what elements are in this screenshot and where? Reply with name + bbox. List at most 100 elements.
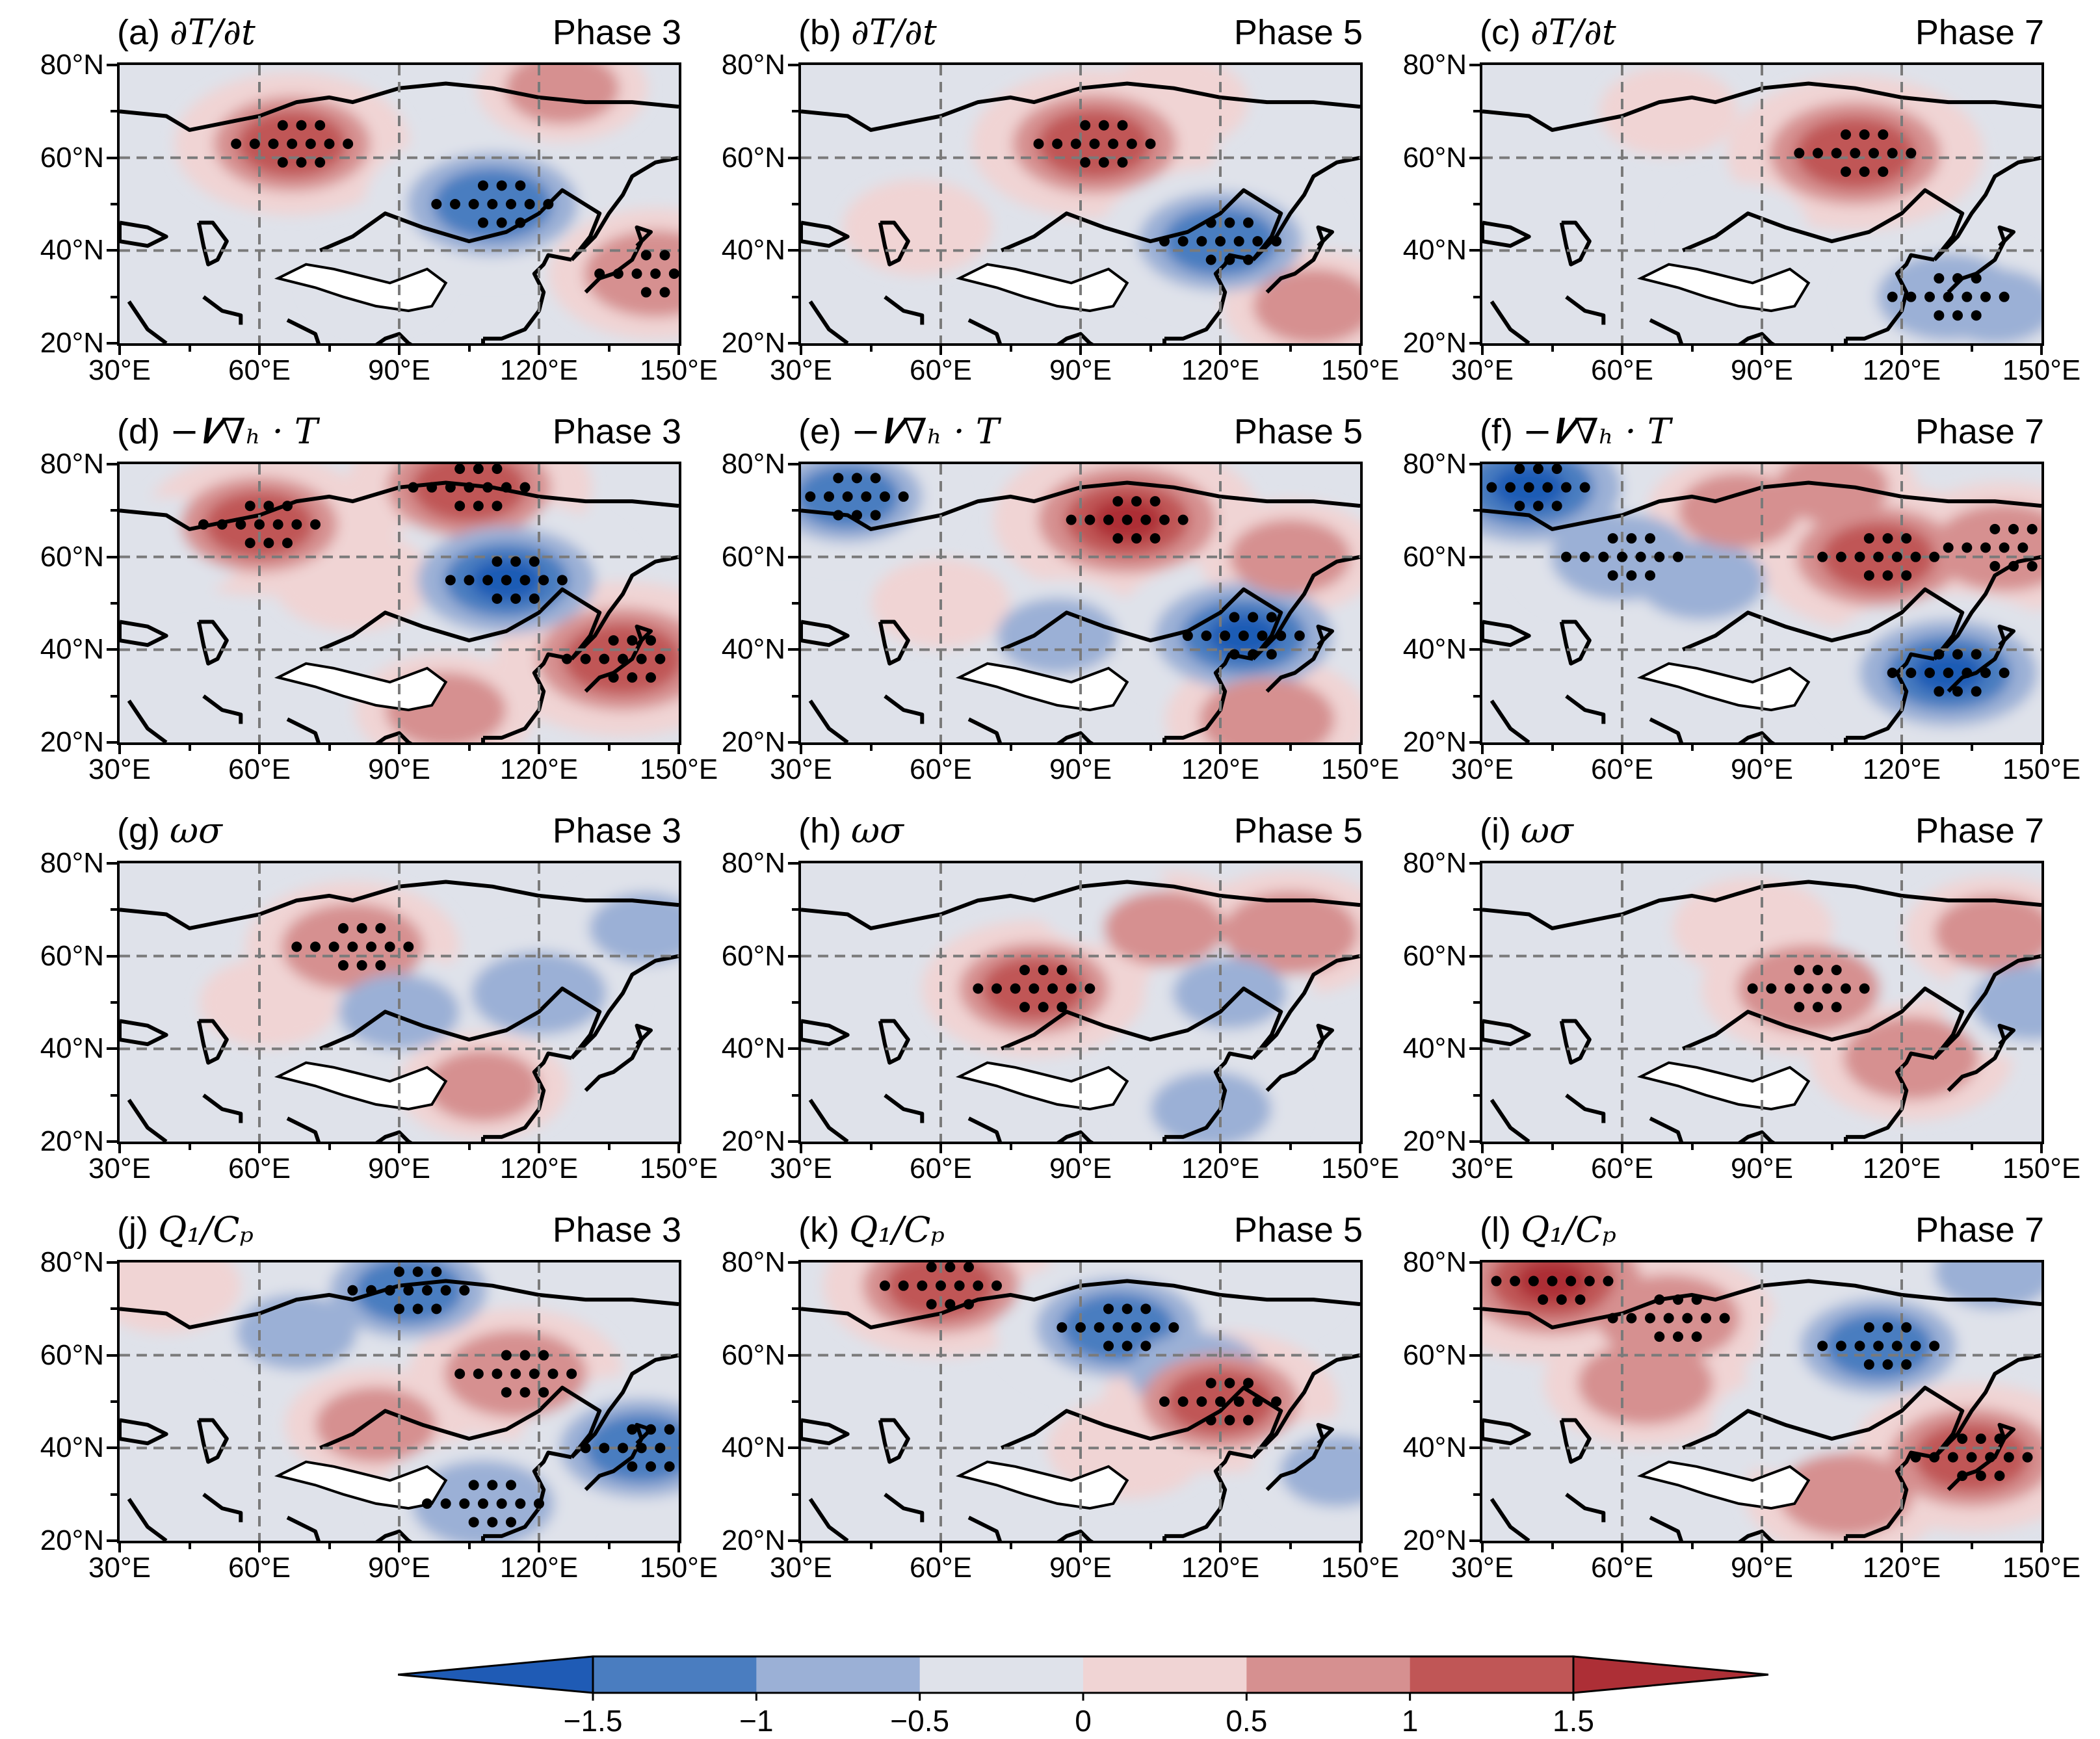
- significance-dot: [291, 941, 302, 952]
- anomaly-halo: [1599, 66, 1739, 157]
- significance-dot: [1882, 1359, 1893, 1370]
- significance-dot: [1052, 138, 1063, 150]
- significance-dot: [473, 464, 484, 475]
- lon-tick: [677, 745, 680, 754]
- lon-minor-tick: [1289, 346, 1292, 352]
- map-area: [117, 62, 681, 346]
- significance-dot: [1243, 1415, 1253, 1426]
- lon-minor-tick: [1009, 1144, 1012, 1150]
- significance-dot: [529, 1368, 540, 1379]
- significance-dot: [1607, 533, 1618, 544]
- significance-dot: [529, 593, 540, 604]
- lon-tick: [538, 1144, 540, 1153]
- significance-dot: [618, 1443, 628, 1454]
- significance-dot: [861, 491, 872, 502]
- significance-dot: [1962, 542, 1973, 553]
- anomaly-contour: [1577, 1341, 1713, 1425]
- lon-label: 60°E: [910, 354, 972, 386]
- lon-label: 120°E: [499, 354, 579, 386]
- lon-tick: [1481, 1543, 1484, 1552]
- lon-label: 120°E: [1181, 354, 1260, 386]
- lat-label: 40°N: [40, 234, 104, 267]
- lon-label: 30°E: [770, 1552, 832, 1584]
- lon-tick: [2040, 1543, 2043, 1552]
- significance-dot: [1131, 1322, 1142, 1333]
- significance-dot: [1952, 310, 1963, 321]
- plateau-mask: [1640, 1461, 1809, 1509]
- significance-dot: [263, 501, 274, 512]
- lat-tick: [1469, 342, 1480, 345]
- lat-minor-tick: [792, 1001, 798, 1004]
- coastline: [801, 1418, 850, 1446]
- significance-dot: [291, 519, 302, 530]
- significance-dot: [1901, 533, 1912, 544]
- coastline: [967, 717, 1092, 742]
- map-area: [798, 62, 1363, 346]
- lat-tick: [107, 1261, 117, 1264]
- panel-f: (f) −𝑽∇ₕ · T Phase 7 80°N 60°N 40°N 20°N 30°E 6…: [1363, 411, 2080, 807]
- significance-dot: [1910, 1452, 1921, 1463]
- significance-dot: [1887, 291, 1898, 302]
- plateau-outline: [274, 1460, 448, 1510]
- lat-minor-tick: [1473, 110, 1480, 113]
- lat-minor-tick: [1473, 694, 1480, 698]
- anomaly-halo: [120, 1262, 241, 1334]
- significance-dot: [1966, 1452, 1977, 1463]
- significance-dot: [1057, 1002, 1068, 1013]
- significance-dot: [1719, 1313, 1730, 1324]
- panel-variable: ∂T/∂t: [170, 12, 256, 53]
- significance-dot: [501, 1387, 512, 1398]
- lat-label: 60°N: [1402, 939, 1467, 972]
- lon-minor-tick: [1289, 745, 1292, 751]
- lon-tick: [118, 1543, 121, 1552]
- significance-dot: [459, 1498, 470, 1509]
- coastline: [1649, 1515, 1773, 1541]
- significance-dot: [492, 1368, 503, 1379]
- significance-dot: [282, 501, 293, 512]
- significance-dot: [277, 120, 288, 131]
- panel-title: (h) ωσ: [798, 810, 904, 852]
- significance-dot: [375, 922, 386, 934]
- lon-tick: [800, 1543, 802, 1552]
- significance-dot: [627, 1424, 638, 1435]
- coastline: [801, 480, 1360, 531]
- lat-tick: [1469, 1353, 1480, 1357]
- significance-dot: [973, 983, 984, 994]
- lat-tick: [1469, 463, 1480, 465]
- lat-minor-tick: [1473, 1307, 1480, 1311]
- panel-letter: (e): [798, 412, 841, 451]
- lat-tick: [788, 648, 798, 651]
- lat-label: 60°N: [40, 141, 104, 174]
- lon-label: 90°E: [1049, 753, 1112, 785]
- lat-label: 40°N: [721, 234, 785, 267]
- significance-dot: [315, 120, 326, 131]
- lat-tick: [107, 1539, 117, 1542]
- colorbar-tick-label: 0: [1075, 1704, 1092, 1738]
- significance-dot: [1971, 649, 1982, 660]
- coastline: [801, 1019, 850, 1047]
- significance-dot: [2003, 1452, 2014, 1463]
- significance-dot: [356, 960, 367, 971]
- lon-minor-tick: [188, 745, 191, 751]
- significance-dot: [898, 491, 909, 502]
- coastline: [808, 1498, 849, 1541]
- lon-label: 30°E: [770, 753, 832, 785]
- lat-label: 60°N: [1402, 540, 1467, 573]
- significance-dot: [917, 1280, 928, 1291]
- significance-dot: [1934, 649, 1945, 660]
- lat-tick: [107, 1353, 117, 1357]
- coastline: [196, 220, 229, 267]
- significance-dot: [1841, 983, 1851, 994]
- lat-label: 80°N: [1402, 448, 1467, 480]
- significance-dot: [1603, 1275, 1614, 1287]
- significance-dot: [464, 482, 475, 493]
- significance-dot: [1654, 551, 1665, 562]
- significance-dot: [431, 199, 442, 209]
- lat-label: 80°N: [721, 1246, 785, 1278]
- lon-minor-tick: [1830, 346, 1833, 352]
- significance-dot: [2008, 560, 2019, 571]
- lon-minor-tick: [467, 745, 471, 751]
- panel-k: (k) Q₁/Cₚ Phase 5 80°N 60°N 40°N 20°N 30°E 60°E…: [681, 1209, 1399, 1606]
- lon-label: 90°E: [368, 1552, 430, 1584]
- panel-title: (d) −𝑽∇ₕ · T: [117, 411, 318, 452]
